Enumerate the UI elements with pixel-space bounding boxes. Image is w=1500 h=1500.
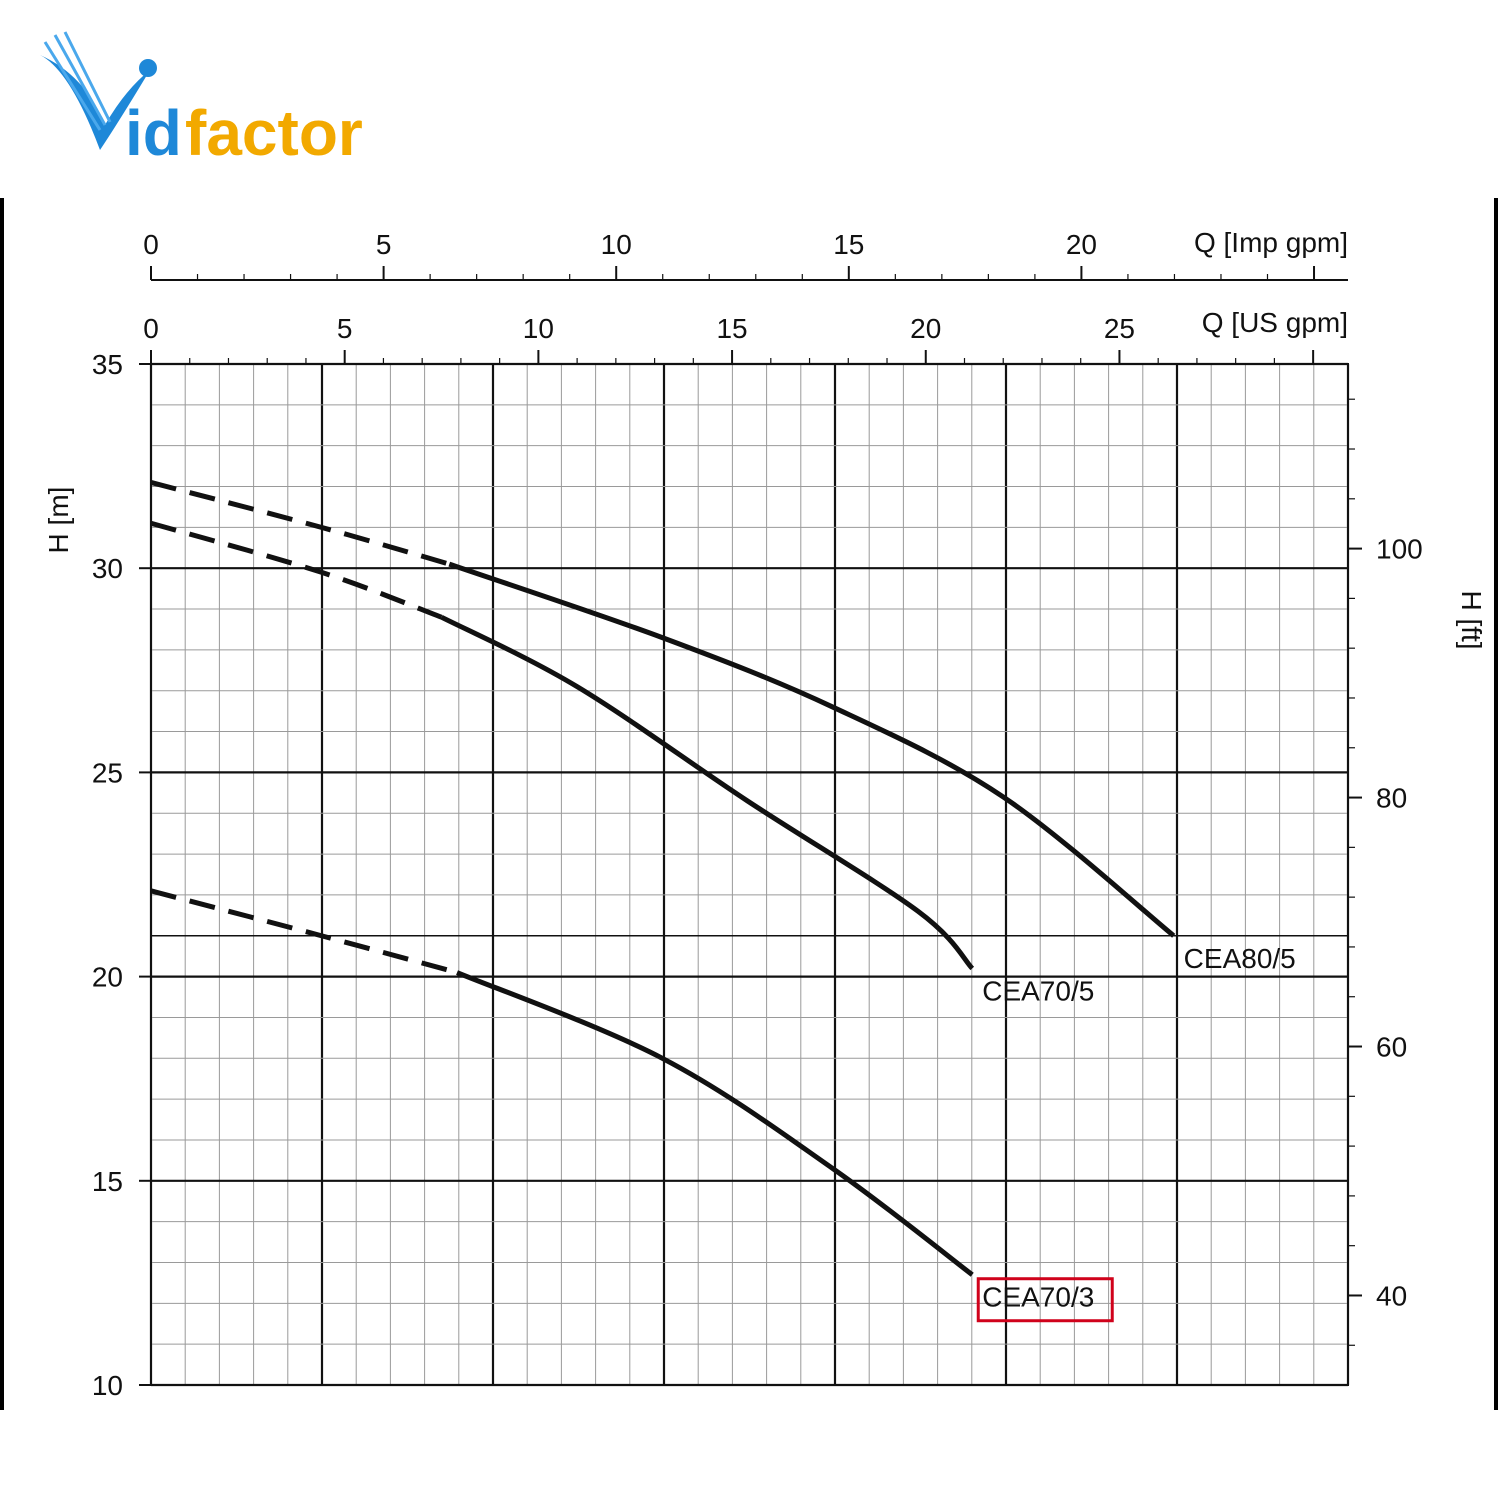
series-label-highlight-box xyxy=(976,1277,1114,1323)
series-label-cea70-3: CEA70/3 xyxy=(982,1282,1094,1313)
y-right-tick-label: 100 xyxy=(1376,534,1423,565)
y-left-tick-label: 10 xyxy=(92,1370,123,1401)
x-imp-tick-label: 10 xyxy=(601,229,632,260)
series-label-cea70-5: CEA70/5 xyxy=(982,975,1094,1006)
series-cea70-5-line xyxy=(440,614,975,971)
vidfactor-logo: id factor xyxy=(40,31,363,169)
x-us-tick-label: 10 xyxy=(523,313,554,344)
x-us-axis-label: Q [US gpm] xyxy=(1202,307,1348,338)
right-frame-line xyxy=(1494,198,1498,1410)
y-left-tick-label: 20 xyxy=(92,962,123,993)
y-left-tick-label: 30 xyxy=(92,553,123,584)
left-frame-line xyxy=(0,198,4,1410)
x-us-tick-label: 0 xyxy=(143,313,159,344)
y-right-tick-label: 40 xyxy=(1376,1280,1407,1311)
x-us-tick-label: 15 xyxy=(716,313,747,344)
x-us-tick-label: 25 xyxy=(1104,313,1135,344)
series-cea70-3-line xyxy=(456,970,974,1277)
y-right-tick-label: 80 xyxy=(1376,783,1407,814)
series-cea70-5-dashed xyxy=(150,520,443,620)
logo-text-blue: id xyxy=(125,97,182,169)
x-imp-tick-label: 0 xyxy=(143,229,159,260)
y-left-tick-label: 15 xyxy=(92,1166,123,1197)
logo-feather-icon xyxy=(40,31,157,150)
x-imp-tick-label: 20 xyxy=(1066,229,1097,260)
x-us-tick-label: 5 xyxy=(337,313,353,344)
chart-axes xyxy=(139,266,1362,1386)
x-imp-axis-label: Q [Imp gpm] xyxy=(1194,227,1348,258)
series-cea80-5-dashed xyxy=(150,480,450,567)
series-cea80-5-line xyxy=(448,561,1176,938)
x-imp-tick-label: 5 xyxy=(376,229,392,260)
x-imp-tick-label: 15 xyxy=(833,229,864,260)
x-us-tick-label: 20 xyxy=(910,313,941,344)
y-left-axis-label: H [m] xyxy=(43,487,74,554)
series-cea70-3-dashed xyxy=(150,888,458,975)
chart-series xyxy=(150,480,1176,1277)
plot-border xyxy=(150,363,1349,1386)
series-label-cea80-5: CEA80/5 xyxy=(1184,943,1296,974)
logo-text-orange: factor xyxy=(185,97,363,169)
y-right-tick-label: 60 xyxy=(1376,1032,1407,1063)
chart-grid xyxy=(149,362,1350,1387)
y-left-tick-label: 25 xyxy=(92,757,123,788)
y-left-tick-label: 35 xyxy=(92,349,123,380)
y-right-axis-label: H [ft] xyxy=(1456,590,1487,649)
